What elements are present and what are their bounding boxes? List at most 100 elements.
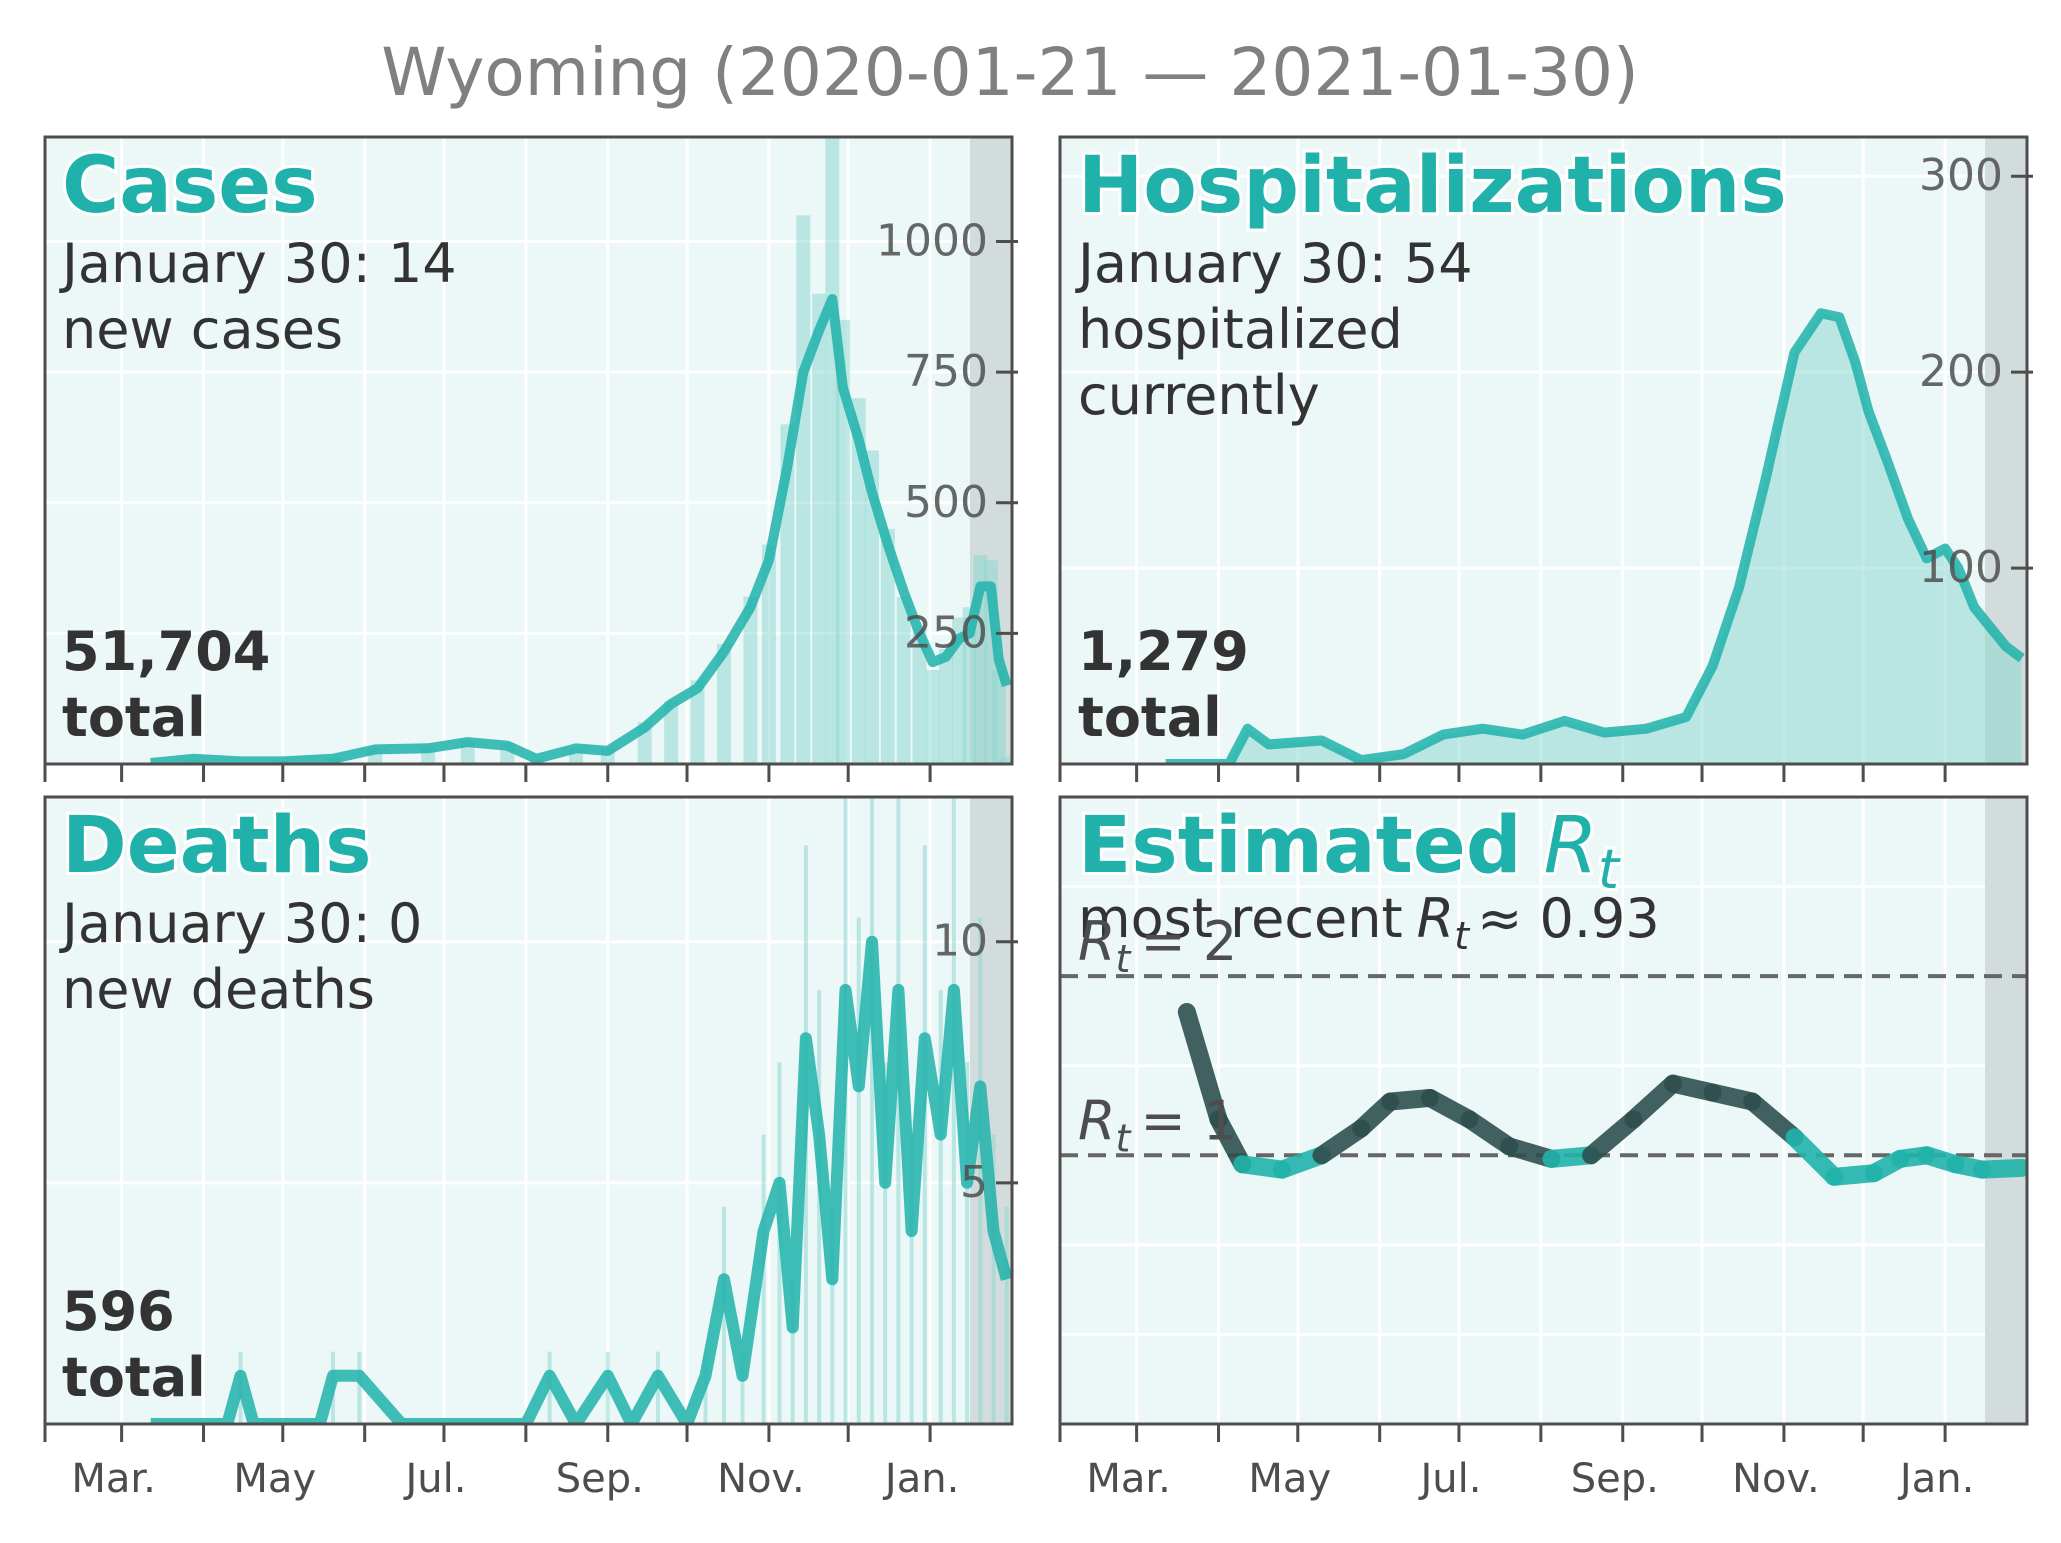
bar (991, 1134, 996, 1424)
x-tick-label: Jan. (1897, 1456, 1974, 1502)
hospitalizations-total-label: total (1078, 686, 1222, 749)
rt-projection-band (1985, 797, 2027, 1424)
rt-recent-sub: t (1454, 914, 1471, 958)
rt-title-sub: t (1598, 838, 1621, 901)
rt-recent-value: ≈ 0.93 (1477, 887, 1660, 950)
bar (883, 1062, 888, 1424)
hospitalizations-panel: 100 200 300 Hospitalizations January 30: 5… (1058, 135, 2033, 766)
bar (962, 607, 977, 764)
bar (690, 680, 705, 764)
rt-panel: Estimated Rt most recent Rt ≈ 0.93 Rt = 2 Rt… (1058, 795, 2029, 1426)
bar (856, 917, 861, 1424)
hospitalizations-y-ticks: 100 200 300 (1919, 150, 2033, 593)
rt-segment (1973, 1158, 2027, 1179)
x-tick-label: Jul. (1417, 1456, 1481, 1502)
rt-ref2-sub: t (1116, 937, 1133, 981)
deaths-panel-bg (45, 797, 1012, 1424)
rt-panel-frame (1058, 795, 2029, 1426)
rt-ref1-text: = 1 (1140, 1089, 1237, 1152)
deaths-title: Deaths (62, 801, 372, 891)
rt-line (1177, 1002, 2027, 1186)
rt-segment (1743, 1092, 1804, 1147)
bar (717, 643, 732, 764)
rt-title-symbol: R (1544, 801, 1598, 891)
y-tick-label: 250 (904, 607, 988, 658)
bar (952, 617, 967, 764)
x-tick-label: Sep. (556, 1456, 644, 1502)
rt-segment (1177, 1002, 1228, 1129)
x-tick-label: Mar. (71, 1456, 156, 1502)
bar (925, 669, 940, 764)
cases-latest-line1: January 30: 14 (59, 232, 457, 295)
cases-latest-line2: new cases (62, 298, 343, 361)
bar (896, 797, 901, 1424)
bar (790, 1279, 795, 1424)
bar (1004, 1206, 1009, 1424)
y-tick-label: 5 (960, 1157, 988, 1208)
bar (880, 528, 895, 764)
x-axes: Mar. May Jul. Sep. Nov. Jan. Mar. May Jul. Sep. No… (43, 764, 1974, 1502)
rt-reference-label-1: Rt = 1 (1078, 1089, 1237, 1160)
bar (851, 398, 866, 764)
hospitalizations-line (1165, 308, 2025, 764)
deaths-latest-line1: January 30: 0 (59, 892, 422, 955)
hospitalizations-panel-frame (1058, 135, 2029, 766)
bar (922, 845, 927, 1424)
hospitalizations-latest-line3: currently (1078, 364, 1320, 427)
hospitalizations-area (1165, 313, 2022, 764)
bar (938, 989, 943, 1424)
cases-y-ticks: 250 500 750 1000 (876, 216, 1018, 658)
cases-line (150, 294, 1012, 764)
x-tick-label: Nov. (717, 1456, 805, 1502)
rt-ref2-text: = 2 (1140, 910, 1237, 973)
rt-title-word: Estimated (1078, 801, 1522, 891)
bar (825, 137, 840, 764)
y-tick-label: 300 (1919, 150, 2003, 201)
bar (835, 319, 850, 764)
bar (965, 1062, 970, 1424)
rt-title: Estimated Rt (1078, 801, 1621, 901)
bar (978, 917, 983, 1424)
deaths-panel-frame (43, 795, 1014, 1426)
rt-ref1-sub: t (1116, 1116, 1133, 1160)
hospitalizations-latest-line1: January 30: 54 (1075, 232, 1473, 295)
x-tick-label: Jan. (882, 1456, 959, 1502)
bar (912, 628, 927, 764)
bar (796, 215, 811, 764)
bar (812, 293, 827, 764)
y-tick-label: 10 (932, 916, 988, 967)
x-tick-label: Mar. (1086, 1456, 1171, 1502)
cases-panel-frame (43, 135, 1014, 766)
bar (830, 1206, 835, 1424)
rt-ref1-symbol: R (1078, 1089, 1116, 1152)
bar (743, 596, 758, 764)
bar (896, 596, 911, 764)
bar (991, 669, 1006, 764)
bar (817, 989, 822, 1424)
bar (761, 544, 776, 764)
x-tick-label: Sep. (1571, 1456, 1659, 1502)
rt-segment (1582, 1110, 1643, 1165)
y-tick-label: 100 (1919, 542, 2003, 593)
rt-recent: most recent Rt ≈ 0.93 (1078, 887, 1660, 958)
cases-panel: 250 500 750 1000 Cases January 30: 14 new c… (43, 135, 1018, 766)
deaths-grid (43, 797, 1012, 1424)
x-tick-label: Jul. (402, 1456, 466, 1502)
rt-recent-prefix: most recent (1078, 887, 1403, 950)
y-tick-label: 200 (1919, 346, 2003, 397)
bar (999, 756, 1012, 764)
hospitalizations-title: Hospitalizations (1078, 141, 1787, 231)
deaths-panel: 510 Deaths January 30: 0 new deaths 596 … (43, 795, 1018, 1426)
bar (951, 797, 956, 1424)
deaths-y-ticks: 5 10 (932, 916, 1018, 1208)
bar (864, 450, 879, 764)
x-tick-label: May (1248, 1456, 1331, 1502)
x-tick-label: Nov. (1732, 1456, 1820, 1502)
rt-recent-symbol: R (1417, 887, 1455, 950)
bar (761, 1134, 766, 1424)
rt-reference-label-2: Rt = 2 (1078, 910, 1237, 981)
rt-grid (1058, 797, 2027, 1424)
bar (357, 1351, 362, 1424)
cases-total-value: 51,704 (62, 620, 270, 683)
